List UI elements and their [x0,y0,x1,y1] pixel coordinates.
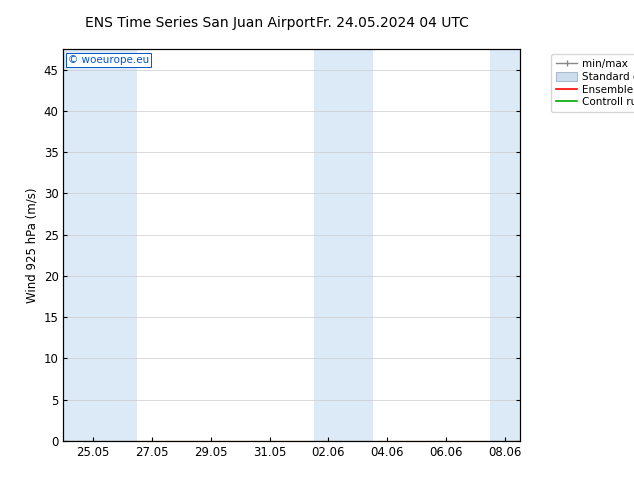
Text: ENS Time Series San Juan Airport: ENS Time Series San Juan Airport [85,16,316,30]
Text: Fr. 24.05.2024 04 UTC: Fr. 24.05.2024 04 UTC [316,16,469,30]
Bar [491,49,520,441]
Legend: min/max, Standard deviation, Ensemble mean run, Controll run: min/max, Standard deviation, Ensemble me… [551,54,634,112]
Bar [314,49,373,441]
Text: © woeurope.eu: © woeurope.eu [68,55,149,65]
Bar [63,49,137,441]
Y-axis label: Wind 925 hPa (m/s): Wind 925 hPa (m/s) [25,187,38,303]
